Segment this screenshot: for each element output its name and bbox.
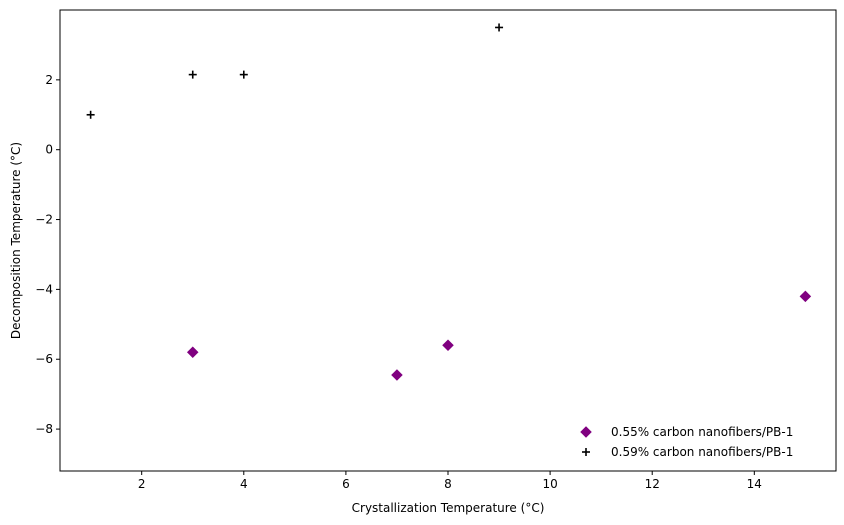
data-points bbox=[86, 23, 812, 381]
legend-marker-glyph bbox=[582, 448, 590, 456]
legend-marker-glyph bbox=[580, 426, 592, 438]
x-axis-label: Crystallization Temperature (°C) bbox=[352, 501, 545, 515]
x-tick-label: 8 bbox=[444, 477, 452, 491]
data-point-series-2 bbox=[239, 70, 248, 79]
y-tick-label: −2 bbox=[35, 213, 53, 227]
data-point-series-2 bbox=[495, 23, 504, 32]
y-tick-label: −8 bbox=[35, 422, 53, 436]
legend-marker-series-2 bbox=[582, 448, 590, 456]
y-tick-label: −4 bbox=[35, 282, 53, 296]
data-point-series-1 bbox=[442, 339, 454, 352]
y-tick-label: −6 bbox=[35, 352, 53, 366]
legend-label-series-1: 0.55% carbon nanofibers/PB-1 bbox=[611, 425, 793, 439]
legend-label-series-2: 0.59% carbon nanofibers/PB-1 bbox=[611, 445, 793, 459]
legend-marker-series-1 bbox=[580, 426, 592, 438]
y-tick-label: 0 bbox=[45, 143, 53, 157]
x-tick-label: 4 bbox=[240, 477, 248, 491]
x-tick-label: 2 bbox=[138, 477, 146, 491]
data-point-series-1 bbox=[391, 369, 403, 381]
data-point-series-2 bbox=[86, 110, 95, 119]
data-point-series-1 bbox=[186, 346, 199, 359]
x-tick-label: 10 bbox=[542, 477, 557, 491]
data-point-series-1 bbox=[799, 290, 812, 303]
y-axis-label: Decomposition Temperature (°C) bbox=[9, 142, 23, 339]
axis-ticks: 2 4 6 8 10 12 14 −8 −6 −4 −2 0 2 bbox=[35, 73, 762, 491]
data-point-series-2 bbox=[188, 70, 197, 79]
y-tick-label: 2 bbox=[45, 73, 53, 87]
x-tick-label: 14 bbox=[747, 477, 762, 491]
x-tick-label: 6 bbox=[342, 477, 350, 491]
x-tick-label: 12 bbox=[645, 477, 660, 491]
plot-frame bbox=[59, 9, 837, 472]
legend: 0.55% carbon nanofibers/PB-1 0.59% carbo… bbox=[580, 425, 793, 459]
